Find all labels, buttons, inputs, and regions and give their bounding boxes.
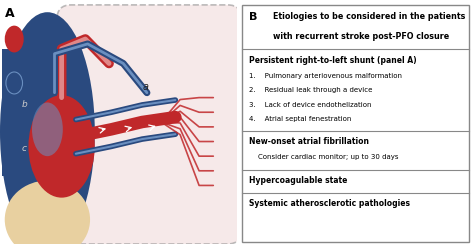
Text: Etiologies to be considered in the patients: Etiologies to be considered in the patie… — [273, 12, 465, 21]
Ellipse shape — [5, 181, 90, 244]
Ellipse shape — [0, 12, 95, 244]
Text: New-onset atrial fibrillation: New-onset atrial fibrillation — [249, 137, 369, 146]
Ellipse shape — [32, 102, 63, 156]
Text: 1.    Pulmonary arteriovenous malformation: 1. Pulmonary arteriovenous malformation — [249, 73, 402, 79]
Text: c: c — [21, 144, 27, 153]
Text: a: a — [142, 82, 148, 92]
Text: Consider cardiac monitor; up to 30 days: Consider cardiac monitor; up to 30 days — [249, 154, 398, 160]
Bar — [2, 49, 24, 176]
FancyBboxPatch shape — [242, 5, 469, 242]
Text: 2.    Residual leak through a device: 2. Residual leak through a device — [249, 87, 372, 93]
Ellipse shape — [5, 26, 24, 52]
Text: 3.    Lack of device endothelization: 3. Lack of device endothelization — [249, 102, 371, 108]
Ellipse shape — [6, 72, 23, 94]
Text: Persistent right-to-left shunt (panel A): Persistent right-to-left shunt (panel A) — [249, 56, 417, 65]
FancyBboxPatch shape — [57, 5, 242, 244]
Text: Hypercoagulable state: Hypercoagulable state — [249, 176, 347, 185]
Ellipse shape — [28, 95, 95, 198]
Text: B: B — [249, 12, 257, 22]
Text: Systemic atherosclerotic pathologies: Systemic atherosclerotic pathologies — [249, 199, 410, 208]
Text: with recurrent stroke post-PFO closure: with recurrent stroke post-PFO closure — [273, 32, 449, 41]
Text: 4.    Atrial septal fenestration: 4. Atrial septal fenestration — [249, 116, 351, 122]
Text: A: A — [5, 7, 14, 20]
Text: b: b — [21, 100, 27, 109]
